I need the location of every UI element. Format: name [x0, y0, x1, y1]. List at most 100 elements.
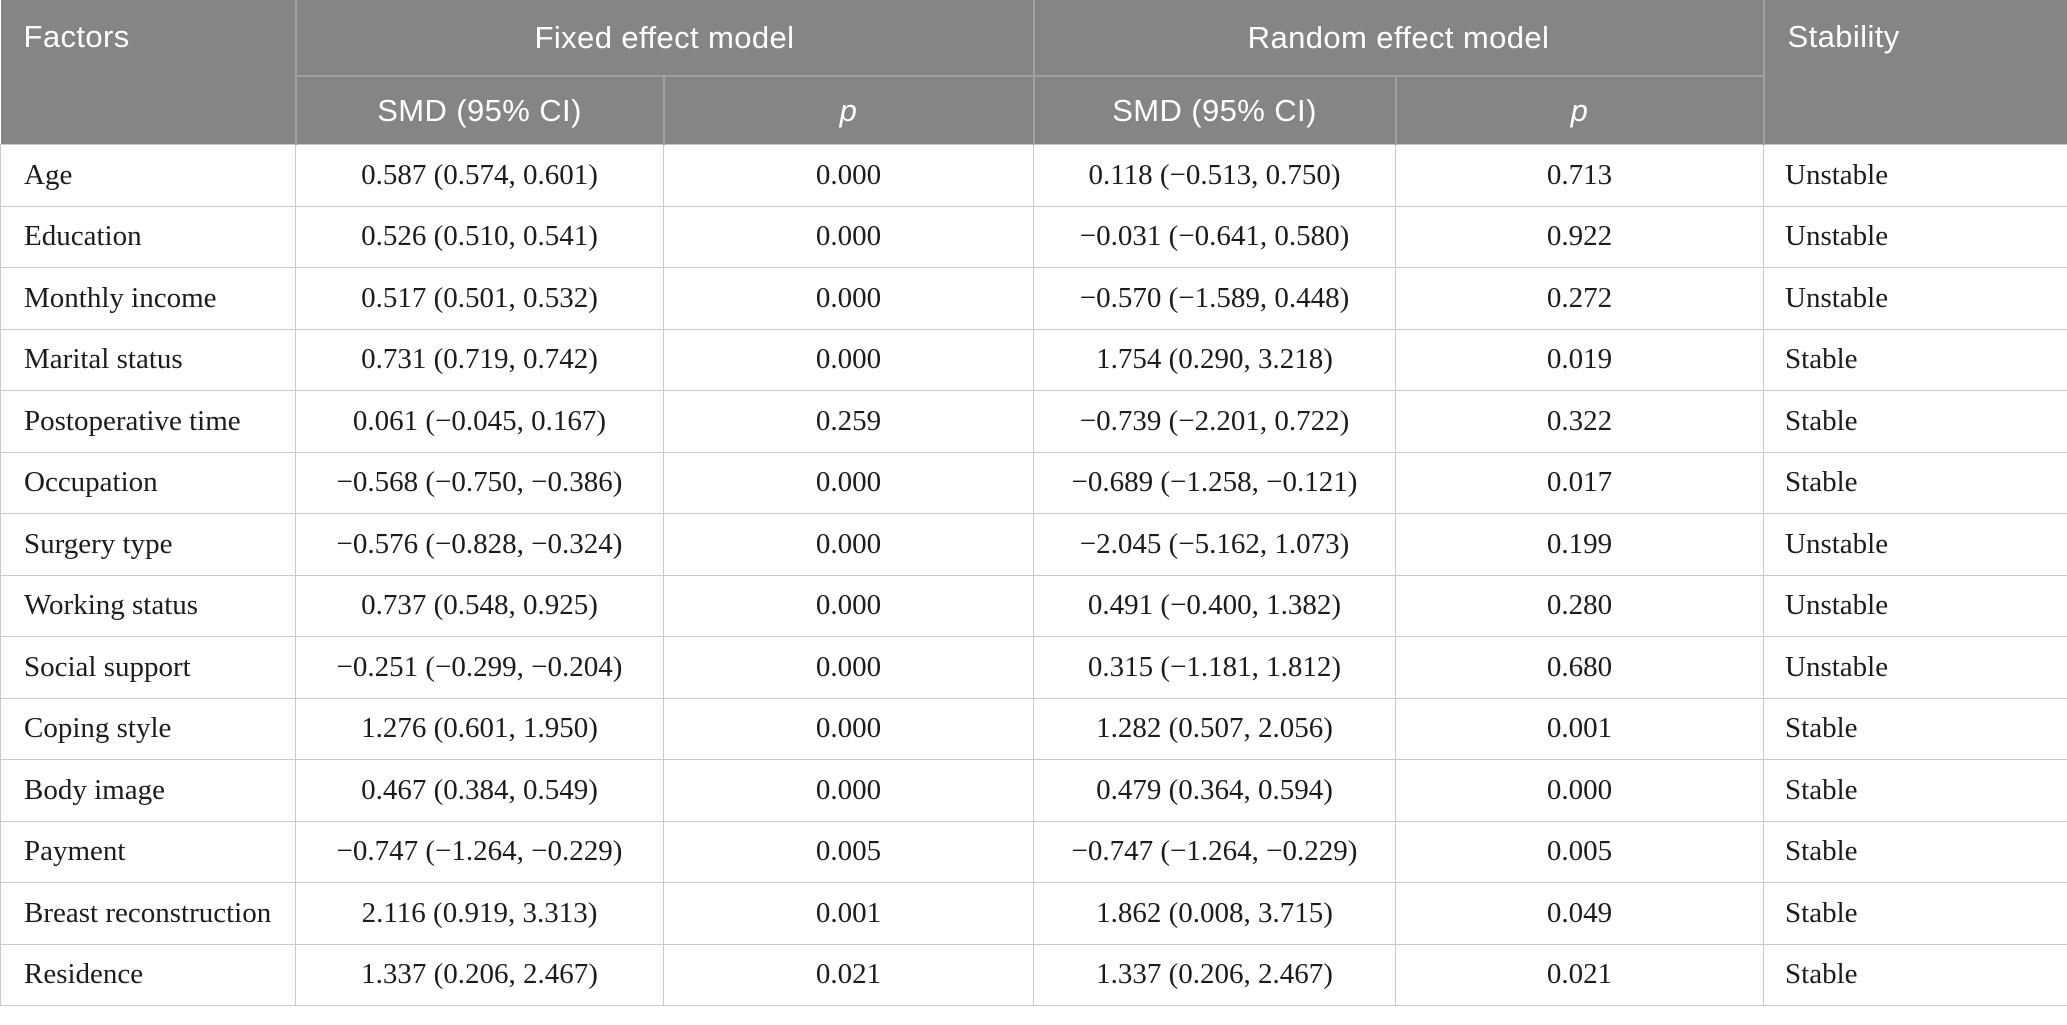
cell-fixed-smd: −0.251 (−0.299, −0.204): [295, 636, 664, 699]
cell-random-p: 0.713: [1394, 144, 1765, 207]
cell-factor: Residence: [0, 943, 296, 1006]
cell-random-smd: 1.862 (0.008, 3.715): [1033, 882, 1396, 945]
cell-random-smd: 1.337 (0.206, 2.467): [1033, 943, 1396, 1006]
cell-random-smd: 0.491 (−0.400, 1.382): [1033, 574, 1396, 637]
cell-fixed-p: 0.000: [663, 759, 1034, 822]
header-fixed-p: p: [662, 75, 1034, 145]
cell-fixed-p: 0.000: [663, 636, 1034, 699]
cell-fixed-smd: 0.587 (0.574, 0.601): [295, 144, 664, 207]
cell-fixed-p: 0.001: [663, 882, 1034, 945]
header-random-effect-model: Random effect model: [1032, 0, 1764, 76]
cell-stability: Stable: [1763, 328, 2067, 391]
cell-fixed-smd: 0.517 (0.501, 0.532): [295, 267, 664, 330]
cell-random-p: 0.021: [1394, 943, 1765, 1006]
cell-random-smd: 0.479 (0.364, 0.594): [1033, 759, 1396, 822]
cell-fixed-p: 0.000: [663, 513, 1034, 576]
cell-factor: Education: [0, 205, 296, 268]
cell-fixed-smd: −0.747 (−1.264, −0.229): [295, 820, 664, 883]
header-row-subcolumns: SMD (95% CI) p SMD (95% CI) p: [1, 75, 2067, 145]
table-row: Marital status 0.731 (0.719, 0.742) 0.00…: [0, 328, 2067, 391]
cell-random-smd: −0.689 (−1.258, −0.121): [1033, 451, 1396, 514]
cell-stability: Stable: [1763, 943, 2067, 1006]
cell-random-smd: −0.031 (−0.641, 0.580): [1033, 205, 1396, 268]
table-row: Payment −0.747 (−1.264, −0.229) 0.005 −0…: [0, 820, 2067, 883]
cell-factor: Working status: [0, 574, 296, 637]
cell-fixed-smd: 2.116 (0.919, 3.313): [295, 882, 664, 945]
cell-random-smd: 0.315 (−1.181, 1.812): [1033, 636, 1396, 699]
cell-fixed-smd: 0.526 (0.510, 0.541): [295, 205, 664, 268]
cell-random-p: 0.272: [1394, 267, 1765, 330]
table-row: Coping style 1.276 (0.601, 1.950) 0.000 …: [0, 697, 2067, 760]
cell-random-p: 0.019: [1394, 328, 1765, 391]
table-row: Education 0.526 (0.510, 0.541) 0.000 −0.…: [0, 205, 2067, 268]
cell-factor: Body image: [0, 759, 296, 822]
cell-random-p: 0.017: [1394, 451, 1765, 514]
table-row: Body image 0.467 (0.384, 0.549) 0.000 0.…: [0, 759, 2067, 822]
header-row-groups: Factors Fixed effect model Random effect…: [0, 0, 2067, 145]
cell-factor: Breast reconstruction: [0, 882, 296, 945]
header-factors: Factors: [0, 0, 296, 145]
table-row: Occupation −0.568 (−0.750, −0.386) 0.000…: [0, 451, 2067, 514]
header-random-p: p: [1394, 75, 1764, 145]
cell-random-smd: 1.754 (0.290, 3.218): [1033, 328, 1396, 391]
cell-factor: Social support: [0, 636, 296, 699]
cell-factor: Payment: [0, 820, 296, 883]
cell-fixed-p: 0.000: [663, 697, 1034, 760]
cell-fixed-p: 0.000: [663, 328, 1034, 391]
cell-random-smd: 1.282 (0.507, 2.056): [1033, 697, 1396, 760]
table-row: Residence 1.337 (0.206, 2.467) 0.021 1.3…: [0, 943, 2067, 1006]
table-body: Age 0.587 (0.574, 0.601) 0.000 0.118 (−0…: [0, 144, 2067, 1006]
cell-factor: Marital status: [0, 328, 296, 391]
cell-factor: Occupation: [0, 451, 296, 514]
table-header: Factors Fixed effect model Random effect…: [0, 0, 2067, 145]
table-row: Monthly income 0.517 (0.501, 0.532) 0.00…: [0, 267, 2067, 330]
header-fixed-smd-ci: SMD (95% CI): [294, 75, 664, 145]
cell-factor: Age: [0, 144, 296, 207]
header-fixed-effect-model: Fixed effect model: [294, 0, 1034, 76]
cell-random-p: 0.049: [1394, 882, 1765, 945]
cell-stability: Unstable: [1763, 144, 2067, 207]
table-row: Surgery type −0.576 (−0.828, −0.324) 0.0…: [0, 513, 2067, 576]
cell-stability: Stable: [1763, 390, 2067, 453]
header-stability: Stability: [1762, 0, 2067, 145]
cell-factor: Coping style: [0, 697, 296, 760]
cell-random-smd: −2.045 (−5.162, 1.073): [1033, 513, 1396, 576]
cell-fixed-smd: 0.061 (−0.045, 0.167): [295, 390, 664, 453]
cell-stability: Stable: [1763, 451, 2067, 514]
cell-factor: Monthly income: [0, 267, 296, 330]
cell-random-smd: −0.570 (−1.589, 0.448): [1033, 267, 1396, 330]
table-row: Postoperative time 0.061 (−0.045, 0.167)…: [0, 390, 2067, 453]
cell-random-smd: 0.118 (−0.513, 0.750): [1033, 144, 1396, 207]
cell-fixed-smd: 1.276 (0.601, 1.950): [295, 697, 664, 760]
cell-stability: Unstable: [1763, 205, 2067, 268]
cell-random-p: 0.001: [1394, 697, 1765, 760]
cell-stability: Stable: [1763, 882, 2067, 945]
cell-random-p: 0.322: [1394, 390, 1765, 453]
cell-stability: Unstable: [1763, 513, 2067, 576]
cell-fixed-smd: 0.737 (0.548, 0.925): [295, 574, 664, 637]
cell-stability: Unstable: [1763, 267, 2067, 330]
cell-fixed-smd: −0.576 (−0.828, −0.324): [295, 513, 664, 576]
cell-fixed-p: 0.000: [663, 205, 1034, 268]
cell-fixed-smd: 0.467 (0.384, 0.549): [295, 759, 664, 822]
cell-fixed-p: 0.000: [663, 574, 1034, 637]
cell-fixed-p: 0.005: [663, 820, 1034, 883]
cell-random-p: 0.922: [1394, 205, 1765, 268]
cell-random-p: 0.199: [1394, 513, 1765, 576]
table-row: Working status 0.737 (0.548, 0.925) 0.00…: [0, 574, 2067, 637]
header-random-smd-ci: SMD (95% CI): [1032, 75, 1396, 145]
cell-fixed-smd: −0.568 (−0.750, −0.386): [295, 451, 664, 514]
cell-random-p: 0.000: [1394, 759, 1765, 822]
cell-factor: Postoperative time: [0, 390, 296, 453]
cell-stability: Stable: [1763, 697, 2067, 760]
cell-fixed-p: 0.000: [663, 451, 1034, 514]
table-row: Breast reconstruction 2.116 (0.919, 3.31…: [0, 882, 2067, 945]
cell-stability: Stable: [1763, 759, 2067, 822]
cell-fixed-p: 0.000: [663, 144, 1034, 207]
cell-fixed-p: 0.259: [663, 390, 1034, 453]
cell-stability: Stable: [1763, 820, 2067, 883]
table-row: Social support −0.251 (−0.299, −0.204) 0…: [0, 636, 2067, 699]
cell-random-smd: −0.747 (−1.264, −0.229): [1033, 820, 1396, 883]
